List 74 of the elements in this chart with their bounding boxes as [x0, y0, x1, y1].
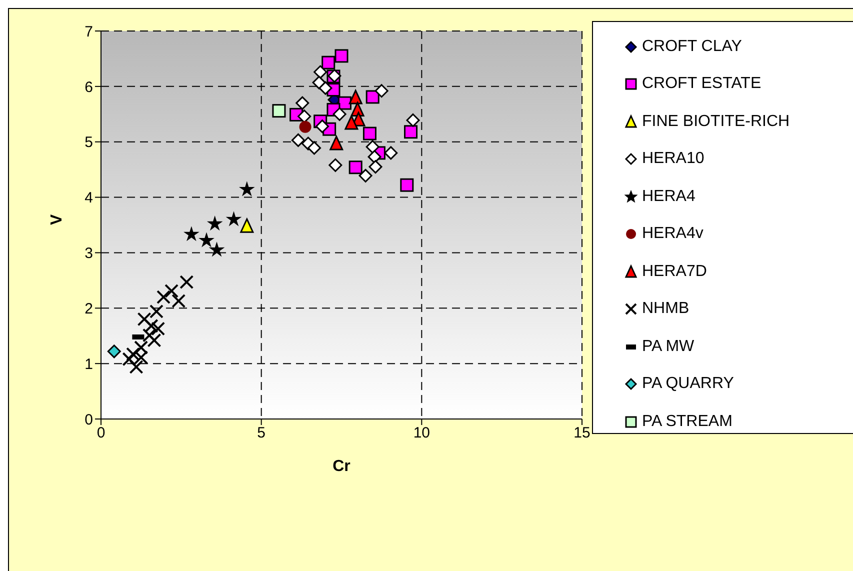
point: [384, 146, 398, 160]
point: [296, 96, 310, 110]
legend-label: CROFT CLAY: [642, 38, 742, 56]
point: [358, 168, 372, 182]
legend-label: FINE BIOTITE-RICH: [642, 112, 790, 131]
point: [366, 90, 380, 104]
point: [368, 160, 382, 174]
y-tick-label: 7: [84, 23, 93, 40]
point: [199, 233, 214, 247]
point: [366, 140, 380, 154]
point: [328, 158, 342, 172]
x-axis-title: Cr: [332, 458, 350, 475]
point: [344, 115, 358, 130]
point: [149, 304, 164, 318]
point: [400, 178, 414, 192]
legend-label: PA QUARRY: [642, 375, 734, 394]
point: [226, 212, 241, 226]
point: [126, 347, 140, 362]
point: [107, 344, 121, 358]
point: [137, 312, 152, 326]
legend-label: HERA7D: [642, 262, 707, 281]
x-tick-label: 5: [257, 424, 266, 442]
point: [316, 120, 330, 134]
point: [291, 133, 305, 147]
point: [156, 290, 171, 304]
point: [348, 90, 362, 104]
y-tick-label: 0: [84, 411, 93, 428]
point: [240, 218, 254, 233]
point: [318, 81, 332, 95]
point: [362, 126, 376, 140]
legend-label: PA MW: [642, 338, 694, 356]
y-axis-title: V: [48, 214, 66, 225]
point: [147, 333, 162, 348]
y-tick-label: 4: [84, 190, 93, 207]
point: [334, 49, 348, 63]
point: [172, 294, 186, 308]
point: [142, 328, 156, 342]
point: [314, 65, 328, 79]
point: [208, 216, 222, 230]
point: [184, 227, 198, 240]
point: [374, 84, 388, 98]
point: [348, 160, 362, 174]
legend-label: PA STREAM: [642, 412, 732, 431]
point: [404, 125, 418, 139]
x-tick-label: 10: [413, 424, 430, 442]
point: [272, 104, 286, 118]
y-tick-label: 3: [84, 245, 93, 262]
legend-label: CROFT ESTATE: [642, 75, 762, 94]
y-tick-label: 6: [84, 78, 93, 96]
point: [134, 340, 148, 354]
point: [406, 113, 420, 127]
point: [164, 284, 179, 298]
point: [299, 120, 312, 133]
point: [129, 360, 144, 374]
point: [180, 275, 194, 290]
legend-label: NHMB: [642, 300, 690, 318]
y-tick-label: 1: [84, 356, 93, 373]
point: [298, 110, 312, 124]
y-tick-label: 2: [84, 300, 93, 318]
point: [330, 136, 344, 150]
point: [322, 56, 336, 70]
legend-label: HERA10: [642, 150, 704, 168]
x-tick-label: 15: [574, 424, 590, 442]
legend-label: HERA4: [642, 188, 696, 206]
y-tick-label: 5: [84, 134, 93, 152]
point: [210, 242, 224, 256]
x-tick-label: 0: [96, 424, 106, 442]
point: [144, 318, 158, 333]
point: [307, 141, 321, 155]
point: [151, 322, 166, 336]
point: [332, 107, 346, 121]
point: [368, 150, 382, 164]
point: [240, 182, 254, 196]
legend-label: HERA4v: [642, 225, 704, 244]
